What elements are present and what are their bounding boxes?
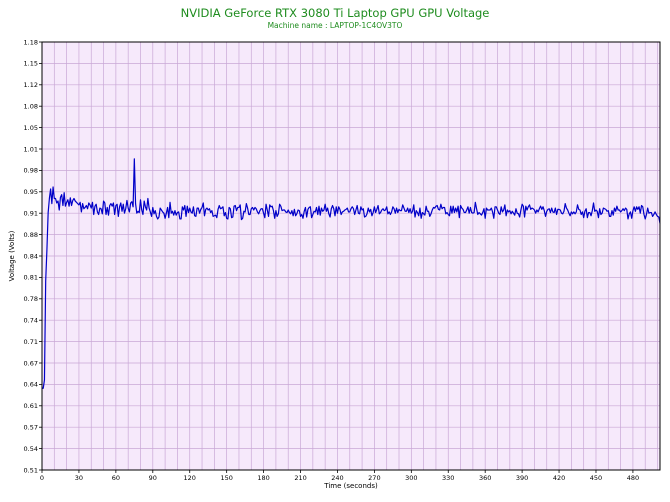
chart-title: NVIDIA GeForce RTX 3080 Ti Laptop GPU GP… bbox=[180, 6, 490, 20]
x-tick-label: 360 bbox=[479, 474, 491, 482]
y-tick-label: 1.12 bbox=[24, 81, 38, 89]
y-tick-label: 0.54 bbox=[24, 445, 38, 453]
x-tick-label: 120 bbox=[184, 474, 196, 482]
y-tick-label: 0.61 bbox=[24, 402, 38, 410]
y-tick-label: 0.91 bbox=[24, 210, 38, 218]
x-tick-label: 60 bbox=[112, 474, 120, 482]
y-tick-label: 1.05 bbox=[24, 124, 38, 132]
y-tick-label: 1.15 bbox=[24, 60, 38, 68]
x-tick-label: 480 bbox=[627, 474, 639, 482]
x-tick-label: 270 bbox=[368, 474, 380, 482]
x-tick-label: 210 bbox=[294, 474, 306, 482]
x-tick-label: 0 bbox=[40, 474, 44, 482]
y-tick-label: 0.74 bbox=[24, 317, 38, 325]
y-tick-label: 0.64 bbox=[24, 381, 38, 389]
y-axis-label: Voltage (Volts) bbox=[8, 230, 16, 281]
grid bbox=[42, 41, 660, 471]
y-tick-label: 0.95 bbox=[24, 188, 38, 196]
y-tick-label: 0.84 bbox=[24, 252, 38, 260]
y-tick-label: 1.18 bbox=[24, 38, 38, 46]
y-axis-ticks: 0.51 0.54 0.57 0.61 0.64 0.67 0.71 0.74 0.78 0.81… bbox=[24, 38, 42, 474]
x-tick-label: 390 bbox=[516, 474, 528, 482]
x-tick-label: 30 bbox=[75, 474, 83, 482]
y-tick-label: 1.01 bbox=[24, 145, 38, 153]
x-tick-label: 420 bbox=[553, 474, 565, 482]
y-tick-label: 0.88 bbox=[24, 231, 38, 239]
chart-subtitle: Machine name : LAPTOP-1C4OV3TO bbox=[267, 21, 403, 30]
y-tick-label: 0.98 bbox=[24, 167, 38, 175]
y-tick-label: 0.71 bbox=[24, 338, 38, 346]
x-tick-label: 90 bbox=[149, 474, 157, 482]
x-tick-label: 240 bbox=[331, 474, 343, 482]
y-tick-label: 0.78 bbox=[24, 295, 38, 303]
x-tick-label: 330 bbox=[442, 474, 454, 482]
y-tick-label: 0.81 bbox=[24, 274, 38, 282]
x-tick-label: 300 bbox=[405, 474, 417, 482]
x-tick-label: 180 bbox=[257, 474, 269, 482]
series-line bbox=[42, 158, 661, 389]
y-tick-label: 1.08 bbox=[24, 103, 38, 111]
x-tick-label: 450 bbox=[590, 474, 602, 482]
x-tick-label: 150 bbox=[220, 474, 232, 482]
y-tick-label: 0.51 bbox=[24, 466, 38, 474]
y-tick-label: 0.57 bbox=[24, 424, 38, 432]
y-tick-label: 0.67 bbox=[24, 359, 38, 367]
x-axis-label: Time (seconds) bbox=[323, 482, 378, 490]
x-axis-ticks: 0 30 60 90 120 150 180 210 240 270 300 330 360 390 420… bbox=[40, 470, 639, 482]
plot-frame bbox=[41, 41, 661, 471]
